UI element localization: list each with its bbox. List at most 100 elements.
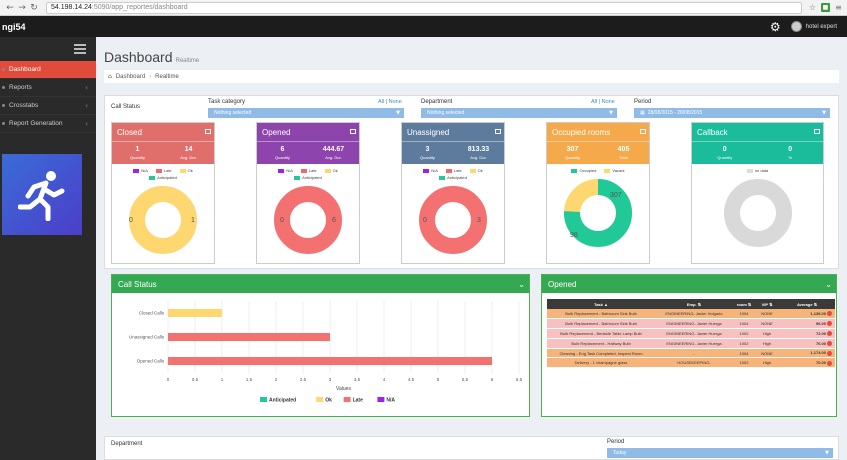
user-menu[interactable]: hotel expert [790, 21, 837, 32]
department-all-link[interactable]: All [591, 99, 598, 105]
table-row[interactable]: Bulb Replacement - Bathroom Sink Bulb EN… [547, 309, 835, 320]
column-header-room[interactable]: room ⇅ [733, 299, 755, 309]
calendar-icon: ▦ [640, 110, 645, 116]
image-icon[interactable] [495, 129, 501, 134]
donut-chart: 0 3 [419, 186, 487, 254]
legend-item: Vacant [604, 168, 625, 173]
breadcrumb-separator: › [149, 73, 152, 80]
column-header-vip[interactable]: VIP ⇅ [755, 299, 779, 309]
period-select[interactable]: ▦ 28/08/2015 - 28/08/2015 ▼ [634, 108, 830, 118]
donut-slice [419, 186, 487, 254]
stat-total-label: Total [619, 155, 628, 160]
department-none-link[interactable]: None [601, 99, 615, 105]
bar-late [168, 357, 492, 365]
cell-task: Delivery - 1 champagne glass [547, 357, 655, 369]
sidebar-item-report-generation[interactable]: Report Generation ‹ [0, 115, 96, 133]
department-select[interactable]: Nothing selected ▼ [421, 108, 617, 118]
card-stats: 6 Quantity 444.67 Avg. Dur. [257, 141, 359, 164]
legend-item: no data [746, 168, 768, 173]
url-bar[interactable]: 54.198.14.24:5090/app_reportes/dashboard [46, 1, 802, 14]
cell-vip: High [755, 338, 779, 349]
card-stats: 307 Quantity 405 Total [547, 141, 649, 164]
cell-room: 1002 [733, 328, 755, 339]
card-title: Occupied rooms [552, 127, 611, 137]
x-tick-label: 0.5 [192, 377, 199, 382]
cell-emp: ENGINEERING- Javier Huerga [655, 318, 733, 330]
back-icon[interactable]: ← [6, 2, 14, 13]
image-icon[interactable] [205, 129, 211, 134]
cell-emp: ENGINEERING- Javier Huerga [655, 338, 733, 349]
stat-avg-duration: 14 [184, 146, 193, 153]
chevron-down-icon[interactable]: ⌄ [518, 279, 525, 289]
donut-label: 98 [570, 232, 578, 239]
x-tick-label: 4 [383, 377, 386, 382]
menu-icon[interactable]: ≡ [835, 3, 842, 12]
period-select[interactable]: Today ▼ [607, 448, 833, 458]
bookmark-star-icon[interactable]: ☆ [808, 3, 817, 12]
card-header: Closed [112, 123, 214, 141]
call-status-bar-chart: 0 0.5 1 1.5 2 2.5 3 3.5 4 4.5 5 5.5 6 6.5 Values Closed… [129, 301, 523, 404]
table-row[interactable]: Delivery - 1 champagne glass HOUSEKEEPIN… [547, 357, 835, 369]
x-tick-label: 0 [167, 377, 170, 382]
x-tick-label: 3.5 [354, 377, 361, 382]
period-label: Period [607, 439, 625, 445]
cell-vip: NONE [755, 309, 779, 320]
breadcrumb-dashboard[interactable]: Dashboard [115, 73, 146, 80]
image-icon[interactable] [350, 129, 356, 134]
card-header: Opened [257, 123, 359, 141]
cell-average: 96.00 [779, 318, 835, 330]
cell-emp: ENGINEERING- Javier Huerga [655, 328, 733, 339]
table-row[interactable]: Bulb Replacement - Hallway Bulb ENGINEER… [547, 338, 835, 349]
card-stats: 1 Quantity 14 Avg. Dur. [112, 141, 214, 164]
table-row[interactable]: Cleaning - Eng Task Completed, Inspect R… [547, 348, 835, 359]
cell-task: Cleaning - Eng Task Completed, Inspect R… [547, 348, 655, 359]
bullet-icon [2, 86, 5, 89]
column-header-emp[interactable]: Emp. ⇅ [655, 299, 733, 309]
legend-item: Anticipated [149, 175, 177, 180]
x-tick-label: 6.5 [516, 377, 523, 382]
sidebar-item-crosstabs[interactable]: Crosstabs ‹ [0, 97, 96, 115]
forward-icon[interactable]: → [18, 2, 26, 13]
extension-icon[interactable]: ■ [821, 3, 830, 12]
task-category-none-link[interactable]: None [388, 99, 402, 105]
brand-logo[interactable]: ngi54 [2, 21, 26, 32]
donut-label: 6 [332, 217, 336, 224]
sidebar-item-reports[interactable]: Reports ‹ [0, 79, 96, 97]
card-stats: 3 Quantity 813.33 Avg. Dur. [402, 141, 504, 164]
image-icon[interactable] [814, 129, 820, 134]
sidebar-item-dashboard[interactable]: Dashboard [0, 61, 96, 79]
stat-quantity: 307 [566, 146, 579, 153]
task-category-all-link[interactable]: All [378, 99, 385, 105]
page-title: Dashboard Realtime [104, 49, 199, 65]
browser-bar: ← → ↻ 54.198.14.24:5090/app_reportes/das… [0, 0, 847, 16]
table-row[interactable]: Bulb Replacement - Bathroom Sink Bulb EN… [547, 318, 835, 330]
task-category-select[interactable]: Nothing selected ▼ [208, 108, 404, 118]
breadcrumb: ⌂ Dashboard › Realtime [104, 70, 839, 83]
table-row[interactable]: Bulb Replacement - Bedside Table Lamp Bu… [547, 328, 835, 339]
legend-label: Anticipated [269, 398, 296, 404]
legend-label: Ok [325, 398, 332, 404]
cell-vip: High [755, 328, 779, 339]
chevron-left-icon: ‹ [85, 83, 88, 92]
column-header-average[interactable]: Average ⇅ [779, 299, 835, 309]
image-icon[interactable] [640, 129, 646, 134]
running-man-icon [18, 170, 65, 221]
task-category-links: All | None [378, 99, 402, 105]
card-legend: N/A Late Ok Anticipated [112, 164, 214, 180]
card-header: Unassigned [402, 123, 504, 141]
bullet-icon [2, 68, 5, 71]
y-tick-label: Unassigned Calls [129, 335, 165, 340]
donut-chart: 0 6 [274, 186, 342, 254]
column-header-task[interactable]: Task ▲ [547, 299, 655, 309]
stat-quantity-label: Quantity [420, 155, 435, 160]
reload-icon[interactable]: ↻ [30, 2, 38, 13]
sidebar-item-label: Reports [9, 84, 32, 91]
gear-icon[interactable]: ⚙ [769, 19, 781, 34]
chevron-down-icon[interactable]: ⌄ [825, 279, 832, 289]
card-closed: Closed 1 Quantity 14 Avg. Dur. N/A Late Ok… [111, 122, 215, 264]
legend-item: N/A [133, 168, 148, 173]
hamburger-icon[interactable] [74, 44, 86, 54]
status-dot-icon [827, 360, 832, 366]
x-tick-label: 5 [437, 377, 440, 382]
status-dot-icon [827, 311, 832, 317]
